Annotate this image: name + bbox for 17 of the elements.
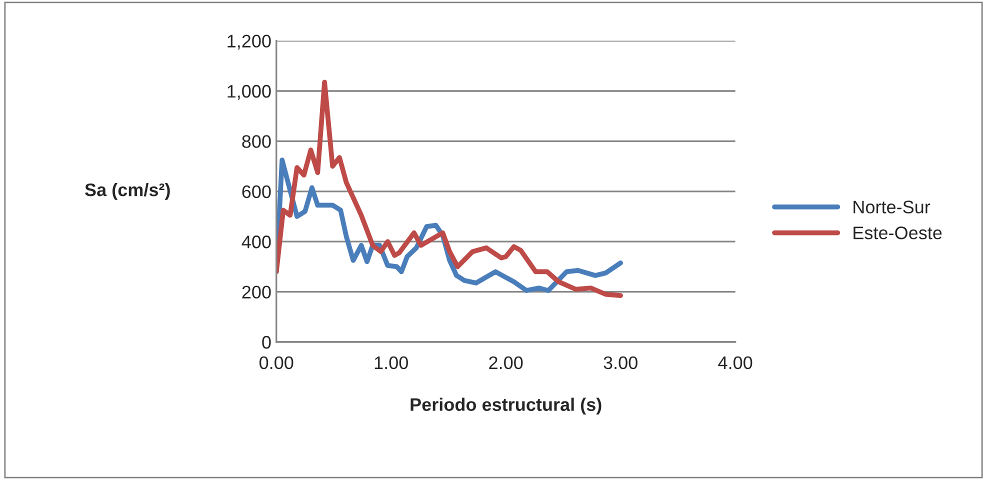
- y-tick-label: 0: [262, 336, 271, 349]
- y-axis-title: Sa (cm/s²): [84, 182, 170, 200]
- y-tick-label: 400: [242, 236, 271, 248]
- y-tick-label: 1,000: [228, 84, 271, 100]
- y-tick-label: 200: [242, 286, 271, 299]
- y-tick-label: 1,200: [228, 34, 271, 50]
- legend-label: Este-Oeste: [854, 226, 942, 240]
- y-tick-label: 600: [242, 185, 271, 198]
- legend-label: Norte-Sur: [854, 200, 930, 214]
- x-axis-title: Periodo estructural (s): [410, 398, 602, 415]
- x-tick-label: 0.00: [259, 356, 294, 370]
- line-series: [276, 80, 624, 298]
- x-tick-label: 3.00: [604, 356, 638, 370]
- y-tick-label: 800: [242, 135, 271, 148]
- x-tick-label: 2.00: [489, 356, 523, 370]
- x-tick-label: 4.00: [718, 356, 752, 370]
- x-tick-label: 1.00: [374, 356, 408, 370]
